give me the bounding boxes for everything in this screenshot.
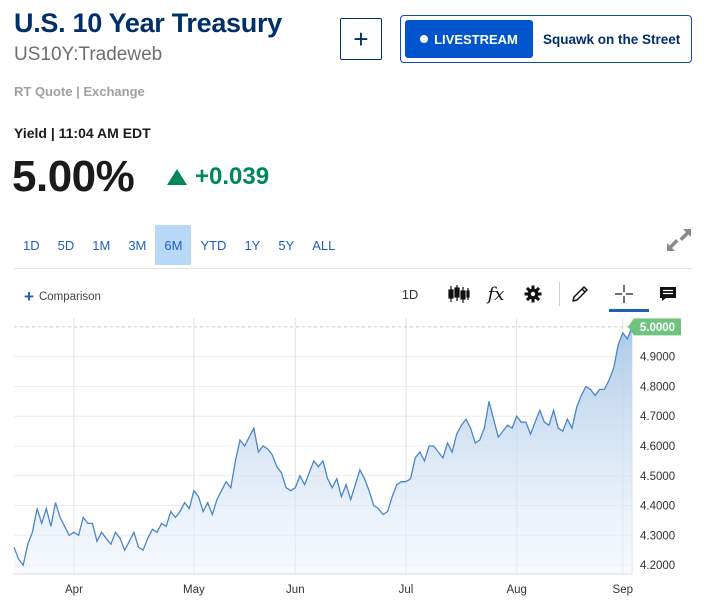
range-5d[interactable]: 5D xyxy=(57,237,75,253)
x-tick-label: Jun xyxy=(286,584,305,596)
toolbar-separator xyxy=(559,282,560,306)
x-tick-label: May xyxy=(183,584,205,596)
range-1d[interactable]: 1D xyxy=(23,237,40,253)
yield-chart[interactable]: Apr May Jun Jul Aug Sep 4.2000 4.3000 4.4000 4.5… xyxy=(0,312,708,604)
yield-area xyxy=(14,326,632,574)
symbol-label: US10Y:Tradeweb xyxy=(14,44,163,65)
comparison-button[interactable]: + Comparison xyxy=(24,288,101,305)
interval-button[interactable]: 1D xyxy=(401,286,419,302)
y-tick-label: 4.2000 xyxy=(640,560,675,572)
y-tick-label: 4.4000 xyxy=(640,501,675,513)
x-tick-label: Jul xyxy=(399,584,414,596)
show-name-link[interactable]: Squawk on the Street xyxy=(543,31,681,47)
comparison-label: Comparison xyxy=(38,290,101,303)
range-1m[interactable]: 1M xyxy=(92,237,111,253)
expand-chart-icon[interactable] xyxy=(664,226,694,254)
gear-icon[interactable] xyxy=(520,280,546,308)
last-price: 5.00% xyxy=(12,152,135,201)
yield-line xyxy=(13,326,633,567)
change-value: +0.039 xyxy=(195,163,270,190)
page-title: U.S. 10 Year Treasury xyxy=(14,8,282,38)
livestream-label: LIVESTREAM xyxy=(434,31,518,47)
range-3m[interactable]: 3M xyxy=(128,237,147,253)
range-ytd[interactable]: YTD xyxy=(200,237,227,253)
y-tick-label: 4.3000 xyxy=(640,530,675,542)
comment-icon[interactable] xyxy=(654,280,682,308)
candlestick-icon[interactable] xyxy=(446,280,472,308)
up-arrow-icon xyxy=(167,169,187,185)
livestream-button[interactable]: LIVESTREAM xyxy=(405,20,533,58)
range-6m[interactable]: 6M xyxy=(155,225,192,265)
price-change: +0.039 xyxy=(167,163,269,191)
range-all[interactable]: ALL xyxy=(312,237,336,253)
divider xyxy=(14,268,692,269)
yield-timestamp: Yield | 11:04 AM EDT xyxy=(14,125,151,141)
last-price-label: 5.0000 xyxy=(640,322,675,334)
range-1y[interactable]: 1Y xyxy=(244,237,261,253)
x-tick-label: Sep xyxy=(613,584,633,596)
quote-source: RT Quote | Exchange xyxy=(14,84,145,99)
crosshair-active-indicator xyxy=(609,309,649,312)
crosshair-icon[interactable] xyxy=(610,280,638,308)
y-tick-label: 4.6000 xyxy=(640,441,675,453)
plus-icon: + xyxy=(24,287,34,306)
y-tick-label: 4.9000 xyxy=(640,352,675,364)
last-price-tag: 5.0000 xyxy=(628,318,681,336)
indicators-fx-icon[interactable]: fx xyxy=(487,283,505,305)
add-to-watchlist-button[interactable]: + xyxy=(340,18,382,60)
pencil-icon[interactable] xyxy=(566,280,594,308)
livestream-widget: LIVESTREAM Squawk on the Street xyxy=(400,15,692,63)
range-5y[interactable]: 5Y xyxy=(278,237,295,253)
y-tick-label: 4.8000 xyxy=(640,381,675,393)
x-tick-label: Apr xyxy=(65,584,83,596)
live-dot-icon xyxy=(420,35,429,43)
time-range-selector: 1D 5D 1M 3M 6M YTD 1Y 5Y ALL xyxy=(14,225,344,265)
y-tick-label: 4.7000 xyxy=(640,411,675,423)
x-tick-label: Aug xyxy=(506,584,526,596)
y-tick-label: 4.5000 xyxy=(640,471,675,483)
